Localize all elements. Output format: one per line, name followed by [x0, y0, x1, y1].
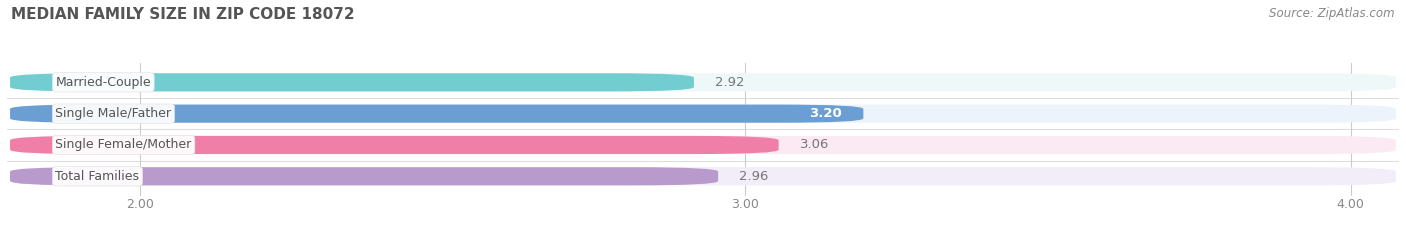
FancyBboxPatch shape [10, 136, 1396, 154]
Text: Total Families: Total Families [55, 170, 139, 183]
FancyBboxPatch shape [10, 105, 863, 123]
Text: Source: ZipAtlas.com: Source: ZipAtlas.com [1270, 7, 1395, 20]
FancyBboxPatch shape [10, 105, 1396, 123]
Text: Single Female/Mother: Single Female/Mother [55, 138, 191, 151]
FancyBboxPatch shape [10, 73, 1396, 91]
FancyBboxPatch shape [10, 73, 695, 91]
Text: Married-Couple: Married-Couple [55, 76, 150, 89]
FancyBboxPatch shape [10, 167, 1396, 185]
FancyBboxPatch shape [10, 136, 779, 154]
Text: 2.92: 2.92 [716, 76, 745, 89]
Text: Single Male/Father: Single Male/Father [55, 107, 172, 120]
Text: MEDIAN FAMILY SIZE IN ZIP CODE 18072: MEDIAN FAMILY SIZE IN ZIP CODE 18072 [11, 7, 354, 22]
Text: 2.96: 2.96 [740, 170, 769, 183]
Text: 3.06: 3.06 [800, 138, 830, 151]
Text: 3.20: 3.20 [810, 107, 842, 120]
FancyBboxPatch shape [10, 167, 718, 185]
